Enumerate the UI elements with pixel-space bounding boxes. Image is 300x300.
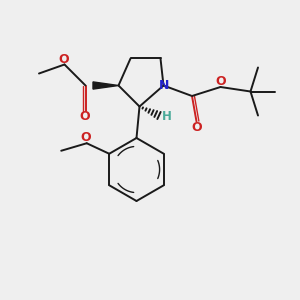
Text: O: O xyxy=(216,75,226,88)
Text: O: O xyxy=(58,52,69,66)
Text: H: H xyxy=(162,110,171,124)
Polygon shape xyxy=(93,82,118,89)
Text: O: O xyxy=(80,110,90,124)
Text: N: N xyxy=(159,79,170,92)
Text: O: O xyxy=(80,131,91,144)
Text: O: O xyxy=(191,121,202,134)
